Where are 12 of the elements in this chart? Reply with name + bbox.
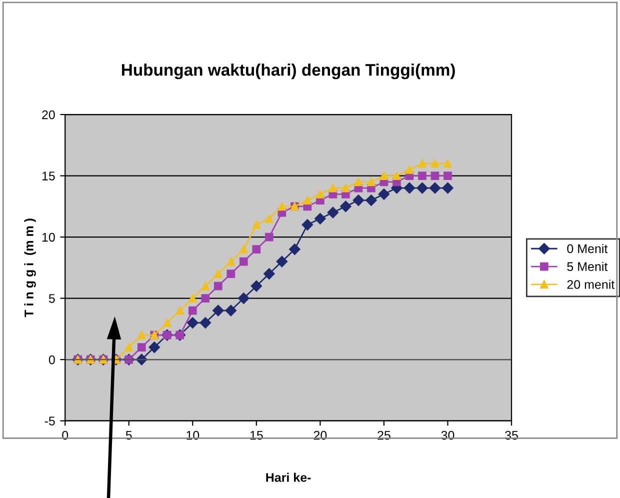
y-tick-label: 5 — [48, 294, 55, 303]
legend-label: 0 Menit — [567, 244, 608, 254]
chart-title: Hubungan waktu(hari) dengan Tinggi(mm) — [122, 64, 455, 80]
x-axis-title: Hari ke- — [266, 472, 311, 482]
legend-label: 5 Menit — [567, 262, 608, 272]
y-tick-label: 10 — [42, 232, 55, 242]
y-tick-label: -5 — [44, 416, 55, 426]
y-tick-label: 15 — [42, 172, 55, 180]
y-tick-label: 20 — [42, 110, 55, 120]
y-axis-title: T i n g g i (m m ) — [24, 218, 36, 318]
y-tick-label: 0 — [48, 355, 55, 364]
legend-label: 20 menit — [567, 280, 615, 289]
